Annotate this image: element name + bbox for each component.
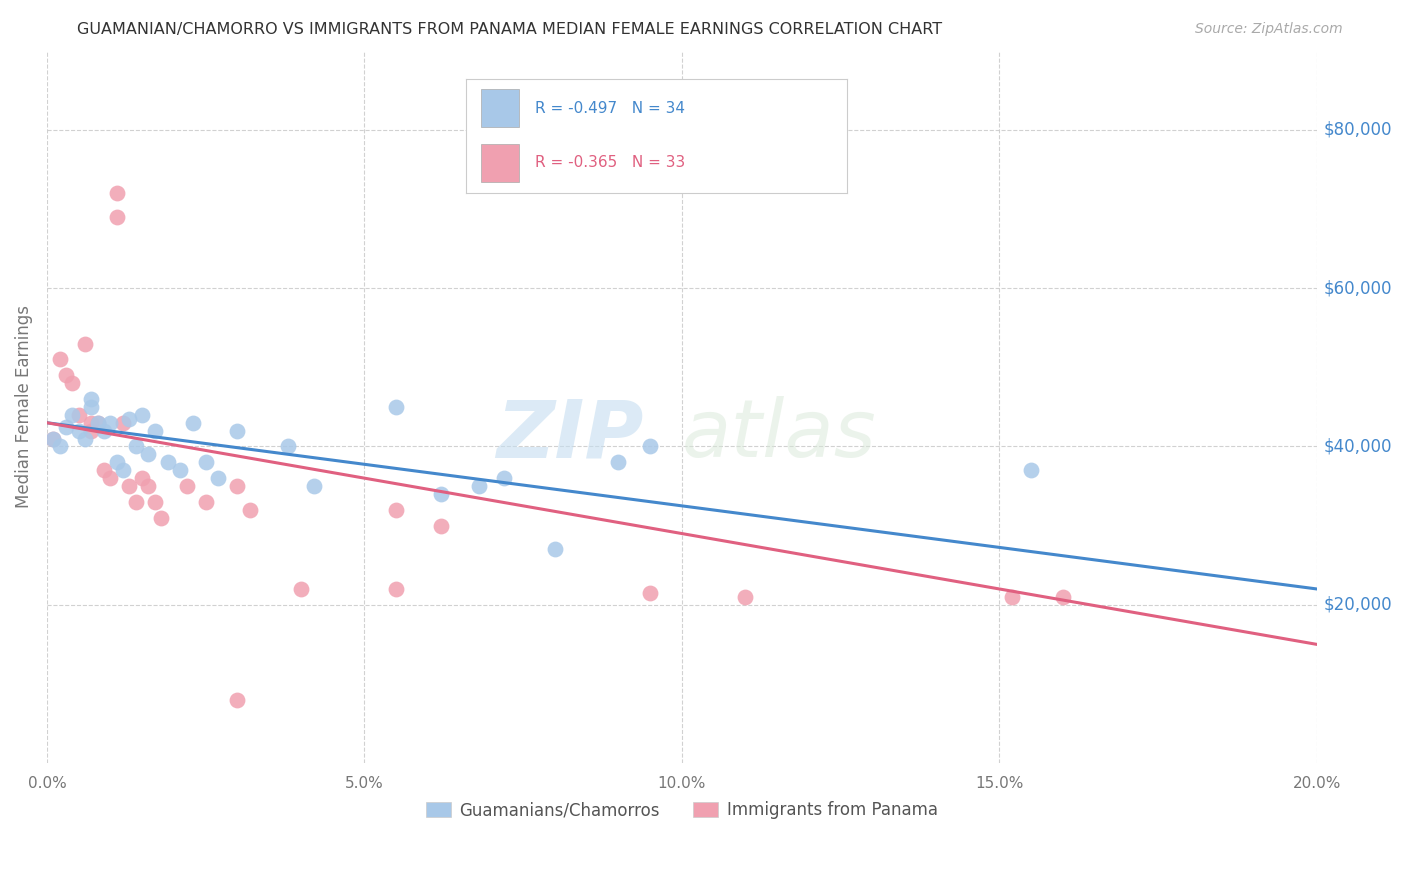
Point: [544, 542, 567, 557]
Point: [156, 455, 179, 469]
Point: [143, 424, 166, 438]
Point: [73, 336, 96, 351]
Point: [150, 510, 173, 524]
Point: [385, 400, 408, 414]
Point: [48, 440, 70, 454]
Point: [105, 210, 128, 224]
Point: [112, 463, 135, 477]
Point: [1019, 463, 1042, 477]
Point: [607, 455, 630, 469]
Point: [226, 693, 249, 707]
Point: [105, 455, 128, 469]
Point: [67, 408, 90, 422]
Point: [105, 186, 128, 201]
Point: [67, 424, 90, 438]
Point: [80, 400, 103, 414]
Point: [112, 416, 135, 430]
Point: [207, 471, 229, 485]
Point: [100, 416, 122, 430]
Point: [277, 440, 299, 454]
Point: [290, 582, 312, 596]
Text: $80,000: $80,000: [1323, 120, 1392, 139]
Point: [385, 503, 408, 517]
Point: [48, 352, 70, 367]
Point: [638, 586, 661, 600]
Point: [1052, 590, 1074, 604]
Point: [638, 440, 661, 454]
Point: [385, 582, 408, 596]
Point: [176, 479, 198, 493]
Point: [239, 503, 262, 517]
Point: [138, 447, 160, 461]
Point: [169, 463, 191, 477]
Point: [118, 479, 141, 493]
Point: [73, 432, 96, 446]
Point: [80, 416, 103, 430]
Point: [86, 416, 108, 430]
Text: $20,000: $20,000: [1323, 596, 1392, 614]
Point: [138, 479, 160, 493]
Point: [194, 495, 217, 509]
Point: [80, 424, 103, 438]
Text: atlas: atlas: [682, 396, 877, 475]
Point: [93, 463, 115, 477]
Point: [131, 471, 153, 485]
Point: [467, 479, 489, 493]
Point: [131, 408, 153, 422]
Y-axis label: Median Female Earnings: Median Female Earnings: [15, 305, 32, 508]
Point: [194, 455, 217, 469]
Point: [55, 368, 77, 383]
Point: [118, 411, 141, 425]
Point: [93, 424, 115, 438]
Point: [42, 432, 65, 446]
Point: [80, 392, 103, 406]
Point: [226, 479, 249, 493]
Text: GUAMANIAN/CHAMORRO VS IMMIGRANTS FROM PANAMA MEDIAN FEMALE EARNINGS CORRELATION : GUAMANIAN/CHAMORRO VS IMMIGRANTS FROM PA…: [77, 22, 942, 37]
Point: [60, 376, 83, 391]
Point: [60, 408, 83, 422]
Point: [494, 471, 516, 485]
Point: [1001, 590, 1024, 604]
Point: [181, 416, 204, 430]
Point: [42, 432, 65, 446]
Point: [734, 590, 756, 604]
Text: Source: ZipAtlas.com: Source: ZipAtlas.com: [1195, 22, 1343, 37]
Point: [143, 495, 166, 509]
Point: [429, 487, 451, 501]
Text: $40,000: $40,000: [1323, 437, 1392, 456]
Text: $60,000: $60,000: [1323, 279, 1392, 297]
Legend: Guamanians/Chamorros, Immigrants from Panama: Guamanians/Chamorros, Immigrants from Pa…: [419, 795, 945, 826]
Point: [429, 518, 451, 533]
Point: [100, 471, 122, 485]
Point: [125, 440, 148, 454]
Point: [226, 424, 249, 438]
Text: ZIP: ZIP: [496, 396, 644, 475]
Point: [55, 419, 77, 434]
Point: [125, 495, 148, 509]
Point: [302, 479, 325, 493]
Point: [86, 416, 108, 430]
